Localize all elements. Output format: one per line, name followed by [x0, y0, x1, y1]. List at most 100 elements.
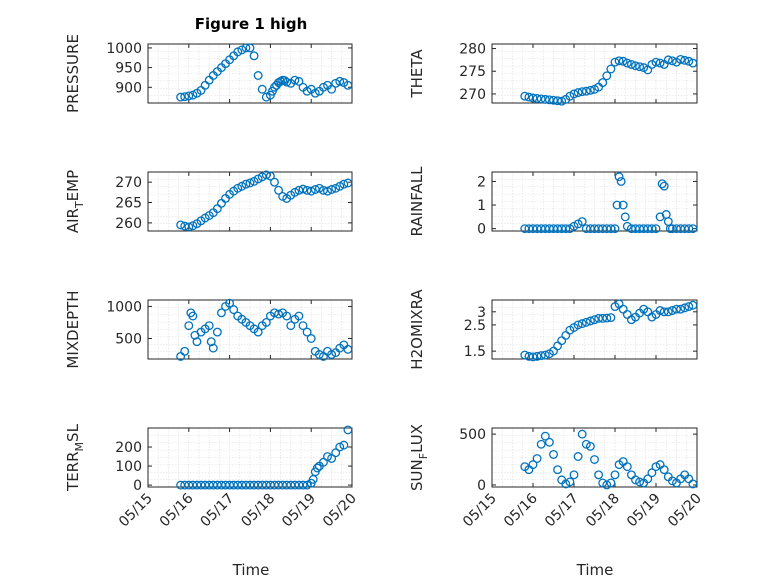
data-point — [585, 85, 595, 95]
data-point — [651, 224, 661, 234]
data-point — [577, 87, 587, 97]
y-axis-label: RAINFALL — [408, 166, 426, 237]
y-tick-label: 500 — [115, 331, 142, 347]
data-point — [302, 86, 312, 96]
data-point — [610, 57, 620, 67]
data-point — [618, 56, 628, 66]
data-point — [577, 217, 587, 227]
axes-box — [147, 299, 353, 360]
data-point — [659, 465, 669, 475]
data-point — [647, 224, 657, 234]
y-tick-label: 2.5 — [464, 318, 486, 334]
data-point — [606, 313, 616, 323]
y-tick-label: 1000 — [106, 41, 142, 57]
data-point — [343, 80, 353, 90]
data-point — [298, 480, 308, 490]
data-point — [276, 76, 286, 86]
x-tick-label: 05/19 — [624, 491, 664, 531]
data-point — [184, 321, 194, 331]
y-tick-label: 2 — [477, 174, 486, 190]
y-tick-label: 500 — [459, 427, 486, 443]
data-point — [602, 480, 612, 490]
data-point — [573, 88, 583, 98]
data-point — [622, 58, 632, 68]
data-point — [573, 320, 583, 330]
data-point — [651, 57, 661, 67]
data-point — [569, 89, 579, 99]
data-point — [667, 476, 677, 486]
x-axis-label-right: Time — [576, 561, 614, 579]
data-point — [335, 442, 345, 452]
y-tick-label: 0 — [477, 222, 486, 238]
data-point — [339, 440, 349, 450]
data-point — [612, 200, 622, 210]
data-point — [245, 43, 255, 53]
data-point — [176, 220, 186, 230]
data-point — [684, 302, 694, 312]
data-point — [688, 224, 698, 234]
y-axis-label: THETA — [408, 49, 426, 99]
data-point — [663, 307, 673, 317]
y-tick-label: 270 — [115, 175, 142, 191]
x-tick-label: 05/17 — [542, 491, 582, 531]
data-point — [594, 470, 604, 480]
data-point — [635, 477, 645, 487]
data-point — [343, 425, 353, 435]
subplot-sun-flux: 0 500 05/15 05/16 05/17 05/18 05/19 05/20 SUNFLU… — [408, 424, 705, 530]
data-point — [257, 84, 267, 94]
data-point — [540, 350, 550, 360]
data-point — [581, 86, 591, 96]
data-point — [667, 306, 677, 315]
data-point — [577, 429, 587, 439]
data-point — [672, 304, 681, 314]
data-point — [343, 178, 353, 188]
y-tick-label: 260 — [115, 216, 142, 232]
axes-box — [147, 171, 353, 232]
data-point — [631, 475, 640, 485]
data-point — [294, 76, 304, 86]
data-point — [557, 336, 567, 346]
data-point — [569, 470, 579, 480]
data-point — [520, 91, 530, 101]
data-point — [261, 317, 271, 327]
data-point — [298, 184, 308, 194]
data-point — [204, 321, 214, 331]
x-tick-label: 05/19 — [279, 491, 319, 531]
y-tick-label: 900 — [115, 80, 142, 96]
y-axis-label: PRESSURE — [64, 34, 82, 113]
data-point — [327, 350, 337, 359]
data-point — [655, 212, 665, 222]
data-point — [176, 92, 186, 102]
data-point — [663, 217, 673, 227]
data-point — [657, 179, 667, 189]
data-point — [655, 306, 665, 315]
data-point — [553, 341, 563, 351]
y-tick-label: 100 — [115, 459, 142, 475]
data-point — [536, 94, 546, 104]
data-point — [553, 465, 563, 475]
data-point — [688, 300, 698, 310]
data-point — [261, 170, 271, 180]
data-point — [282, 77, 292, 87]
x-tick-label: 05/20 — [320, 491, 360, 531]
x-tick-label: 05/20 — [665, 491, 705, 531]
data-point — [585, 441, 595, 451]
data-point — [631, 61, 640, 71]
data-point — [676, 304, 686, 314]
data-point — [306, 334, 316, 343]
data-point — [253, 327, 263, 337]
data-point — [241, 179, 251, 189]
data-point — [310, 88, 320, 98]
subplot-mixdepth: 500 1000 MIXDEPTH — [64, 290, 353, 369]
data-point — [343, 344, 353, 354]
x-tick-label: 05/15 — [460, 491, 500, 531]
data-point — [618, 304, 628, 314]
data-point — [553, 96, 563, 106]
data-point — [184, 222, 194, 232]
data-point — [225, 298, 235, 308]
data-point — [274, 309, 284, 319]
y-tick-label: 265 — [115, 196, 142, 212]
data-point — [676, 54, 686, 64]
data-point — [229, 305, 239, 315]
data-point — [241, 43, 251, 53]
